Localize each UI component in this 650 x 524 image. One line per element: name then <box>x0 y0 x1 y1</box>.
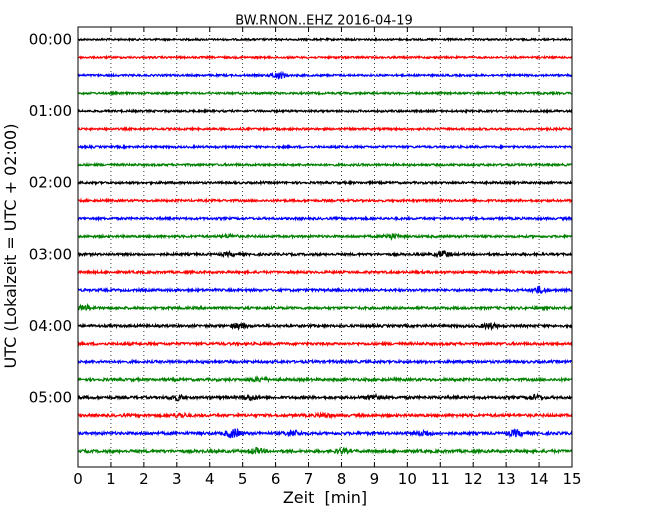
trace-0530 <box>77 427 573 439</box>
trace-0100 <box>77 107 573 115</box>
x-tick-label-6: 6 <box>271 470 281 488</box>
trace-0015 <box>77 54 573 61</box>
x-tick-label-2: 2 <box>139 470 149 488</box>
trace-0130 <box>77 143 573 151</box>
trace-0315 <box>77 268 573 276</box>
trace-0245 <box>77 232 573 241</box>
trace-0430 <box>77 358 573 366</box>
trace-0115 <box>77 125 573 133</box>
x-tick-label-4: 4 <box>205 470 215 488</box>
y-tick-label-0500: 05:00 <box>29 389 72 407</box>
x-tick-label-14: 14 <box>530 470 549 488</box>
y-tick-label-0200: 02:00 <box>29 174 72 192</box>
y-tick-label-0400: 04:00 <box>29 317 72 335</box>
trace-0400 <box>77 321 573 332</box>
x-tick-label-8: 8 <box>337 470 347 488</box>
trace-0415 <box>77 340 573 348</box>
x-tick-label-9: 9 <box>370 470 380 488</box>
trace-0030 <box>77 70 573 80</box>
trace-0545 <box>77 446 573 455</box>
x-tick-label-12: 12 <box>464 470 483 488</box>
trace-0345 <box>77 302 573 312</box>
trace-0045 <box>77 90 573 97</box>
x-tick-label-1: 1 <box>106 470 116 488</box>
y-axis-label: UTC (Lokalzeit = UTC + 02:00) <box>1 124 20 369</box>
trace-0445 <box>77 375 573 384</box>
x-axis-label: Zeit [min] <box>283 488 367 507</box>
grid-layer <box>78 27 572 467</box>
trace-0215 <box>77 197 573 205</box>
x-tick-label-7: 7 <box>304 470 314 488</box>
trace-0500 <box>77 392 573 402</box>
trace-0515 <box>77 411 573 420</box>
x-tick-label-10: 10 <box>398 470 417 488</box>
y-tick-label-0100: 01:00 <box>29 102 72 120</box>
x-tick-label-0: 0 <box>73 470 83 488</box>
trace-0000 <box>77 36 573 43</box>
trace-0300 <box>77 249 573 259</box>
chart-title: BW.RNON..EHZ 2016-04-19 <box>235 14 413 29</box>
plot-frame <box>77 26 573 468</box>
trace-0330 <box>77 285 573 295</box>
trace-layer <box>77 36 573 455</box>
trace-0200 <box>77 179 573 187</box>
tick-layer: 0 1 2 3 4 5 6 7 8 9 10 11 12 13 14 1500:0001:0002:0003:… <box>29 27 582 488</box>
y-tick-label-0300: 03:00 <box>29 245 72 263</box>
x-tick-label-3: 3 <box>172 470 182 488</box>
trace-0230 <box>77 215 573 222</box>
x-tick-label-11: 11 <box>431 470 450 488</box>
trace-0145 <box>77 161 573 168</box>
x-tick-label-15: 15 <box>562 470 581 488</box>
y-tick-label-0000: 00:00 <box>29 31 72 49</box>
x-tick-label-13: 13 <box>497 470 516 488</box>
x-tick-label-5: 5 <box>238 470 248 488</box>
